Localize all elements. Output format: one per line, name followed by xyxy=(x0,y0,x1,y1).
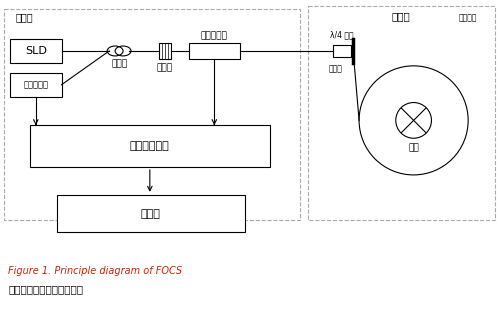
Bar xyxy=(30,125,270,167)
Text: Figure 1. Principle diagram of FOCS: Figure 1. Principle diagram of FOCS xyxy=(8,266,182,276)
Text: 上位机: 上位机 xyxy=(141,208,161,218)
Bar xyxy=(56,195,245,232)
Text: 相位调制器: 相位调制器 xyxy=(201,32,228,41)
Bar xyxy=(159,43,170,59)
Bar xyxy=(188,43,240,59)
Bar xyxy=(4,9,300,219)
Text: 导线: 导线 xyxy=(408,144,419,153)
Text: 光纤线圈: 光纤线圈 xyxy=(458,14,476,23)
Bar xyxy=(334,45,351,57)
Text: λ/4 玻片: λ/4 玻片 xyxy=(330,31,354,40)
Text: 采集器: 采集器 xyxy=(16,12,34,22)
Bar xyxy=(10,73,62,97)
Text: 起偏器: 起偏器 xyxy=(156,63,173,72)
Text: 反射镜: 反射镜 xyxy=(328,64,342,73)
Text: 信号处理单元: 信号处理单元 xyxy=(130,141,170,151)
Text: 耦合器: 耦合器 xyxy=(111,59,127,68)
Text: 开环光纤电流传感器原理图: 开环光纤电流传感器原理图 xyxy=(8,284,83,294)
Text: SLD: SLD xyxy=(25,46,46,56)
Text: 光电探测器: 光电探测器 xyxy=(24,80,48,89)
Bar xyxy=(10,39,62,63)
Bar xyxy=(308,6,495,219)
Text: 传感环: 传感环 xyxy=(392,11,410,21)
